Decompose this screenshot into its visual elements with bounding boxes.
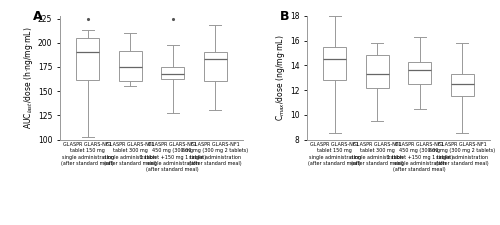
Text: A: A bbox=[32, 9, 42, 22]
Y-axis label: AUC$_{last}$/dose (h·ng/mg·mL): AUC$_{last}$/dose (h·ng/mg·mL) bbox=[22, 26, 35, 129]
Y-axis label: C$_{max}$/dose (ng/mg·mL): C$_{max}$/dose (ng/mg·mL) bbox=[274, 34, 287, 121]
Text: B: B bbox=[280, 9, 289, 22]
PathPatch shape bbox=[76, 38, 100, 80]
PathPatch shape bbox=[204, 52, 227, 81]
PathPatch shape bbox=[118, 51, 142, 81]
PathPatch shape bbox=[161, 67, 184, 79]
PathPatch shape bbox=[323, 47, 346, 80]
PathPatch shape bbox=[408, 61, 432, 84]
PathPatch shape bbox=[366, 55, 389, 88]
PathPatch shape bbox=[450, 74, 474, 96]
